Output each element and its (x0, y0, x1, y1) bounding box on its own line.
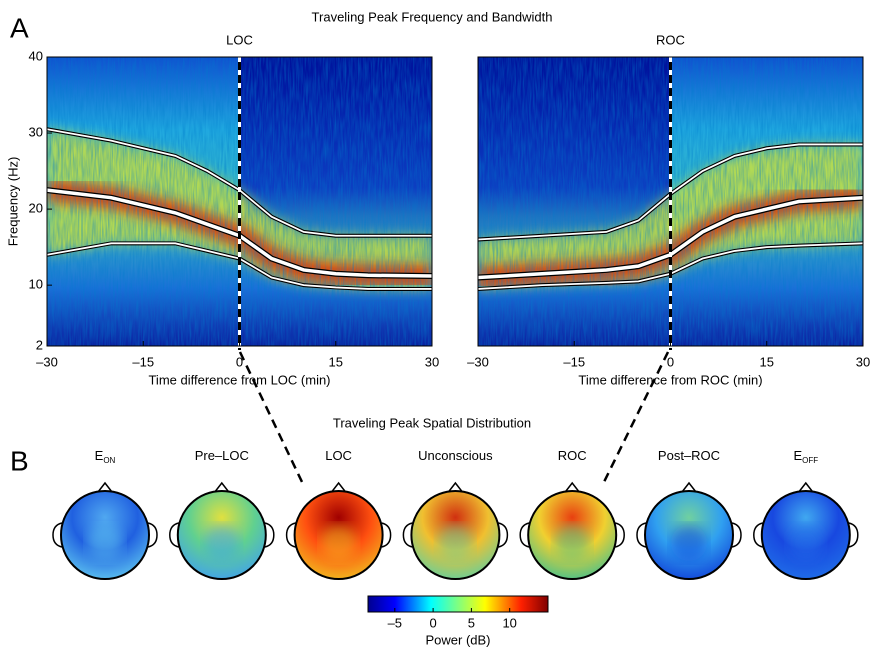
head-ear (381, 522, 392, 548)
head-ear (848, 522, 859, 548)
map-label-text: Unconscious (418, 448, 493, 463)
x-tick-label: 30 (425, 354, 439, 369)
x-tick-label: –15 (132, 354, 154, 369)
chart-title: ROC (656, 32, 685, 47)
colorbar-label: Power (dB) (425, 632, 490, 647)
line (478, 143, 863, 241)
colorbar-tick-label: 0 (429, 615, 436, 630)
map-label: Unconscious (418, 448, 493, 463)
head-ear (264, 522, 275, 548)
topomap-texture (787, 525, 824, 561)
y-axis-label: Frequency (Hz) (5, 157, 20, 247)
spatial-title: Traveling Peak Spatial Distribution (333, 415, 531, 430)
map-label-sub: ON (103, 456, 115, 465)
line (47, 242, 432, 290)
head-ear (519, 522, 530, 548)
line (478, 195, 863, 280)
topomap-texture (87, 525, 123, 561)
y-tick-label: 30 (29, 124, 43, 139)
connector (602, 351, 670, 483)
head-nose (97, 481, 113, 493)
line (478, 242, 863, 290)
head-ear (52, 522, 63, 548)
map-label-text: LOC (325, 448, 352, 463)
x-axis-label: Time difference from LOC (min) (148, 372, 330, 387)
x-axis-label: Time difference from ROC (min) (578, 372, 762, 387)
map-label: Pre–LOC (195, 448, 249, 463)
x-tick-label: –30 (467, 354, 489, 369)
colorbar-tick-label: 10 (502, 615, 516, 630)
panel-label: A (10, 12, 29, 43)
topomap-texture (320, 525, 357, 561)
head-ear (402, 522, 413, 548)
chart-title: LOC (226, 32, 253, 47)
connector (238, 351, 304, 483)
x-tick-label: –30 (36, 354, 58, 369)
head-ear (169, 522, 179, 548)
map-label-text: ROC (558, 448, 587, 463)
map-label: LOC (325, 448, 352, 463)
head-ear (498, 522, 509, 548)
head-ear (615, 522, 625, 548)
x-tick-label: 30 (856, 354, 870, 369)
head-nose (564, 481, 580, 493)
head-ear (753, 522, 763, 548)
panel-label: B (10, 445, 29, 476)
head-ear (285, 522, 296, 548)
map-label-text: E (95, 448, 104, 463)
x-tick-label: –15 (563, 354, 585, 369)
y-tick-label: 2 (36, 337, 43, 352)
y-tick-label: 10 (29, 277, 43, 292)
head-nose (214, 481, 230, 493)
x-tick-label: 15 (329, 354, 343, 369)
colorbar-tick-label: –5 (388, 615, 402, 630)
line (47, 188, 432, 278)
y-tick-label: 40 (29, 48, 43, 63)
topomap-texture (671, 525, 707, 561)
map-label-text: Pre–LOC (195, 448, 249, 463)
colorbar (367, 595, 549, 613)
topomap-texture (203, 525, 240, 561)
head-nose (798, 481, 814, 493)
x-tick-label: 0 (667, 354, 674, 369)
head-ear (147, 522, 158, 548)
colorbar-tick-label: 5 (468, 615, 475, 630)
topomap-texture (437, 525, 474, 561)
head-nose (681, 481, 697, 493)
x-tick-label: 0 (236, 354, 243, 369)
map-label: EOFF (793, 448, 818, 465)
x-tick-label: 15 (760, 354, 774, 369)
head-nose (447, 481, 463, 493)
line (47, 128, 432, 237)
y-tick-label: 20 (29, 201, 43, 216)
map-label-text: Post–ROC (658, 448, 720, 463)
topomap-texture (554, 525, 591, 561)
map-label: ROC (558, 448, 587, 463)
head-ear (636, 522, 647, 548)
figure-title: Traveling Peak Frequency and Bandwidth (312, 9, 553, 24)
map-label: Post–ROC (658, 448, 720, 463)
map-label-sub: OFF (802, 456, 818, 465)
head-nose (331, 481, 347, 493)
map-label-text: E (793, 448, 802, 463)
head-ear (731, 522, 742, 548)
map-label: EON (95, 448, 116, 465)
